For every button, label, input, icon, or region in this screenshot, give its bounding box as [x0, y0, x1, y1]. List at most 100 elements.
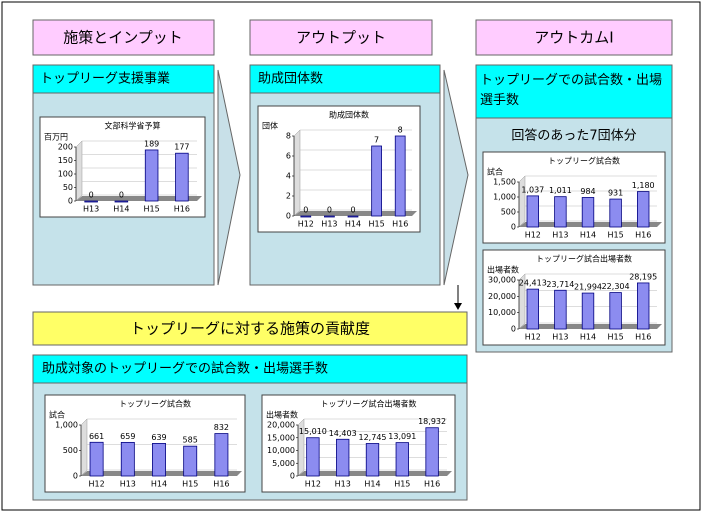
value-label: 15,010	[299, 427, 327, 436]
y-tick-label: 0	[290, 472, 295, 481]
panel-header	[249, 64, 441, 94]
panel-header	[32, 64, 215, 94]
x-tick-label: H14	[580, 333, 596, 342]
bar	[637, 191, 650, 228]
panel-title: 助成対象のトップリーグでの試合数・出場選手数	[42, 361, 328, 377]
x-tick-label: H14	[113, 205, 129, 214]
column-box	[475, 19, 673, 56]
bar	[214, 433, 229, 477]
bar	[554, 196, 567, 228]
contribution-title: トップリーグに対する施策の貢献度	[130, 320, 370, 338]
panel-title: 助成団体数	[258, 72, 323, 87]
y-tick-label: 0	[511, 325, 516, 334]
x-tick-label: H15	[182, 480, 198, 489]
chart-title: トップリーグ試合数	[119, 399, 191, 409]
plot-floor	[294, 211, 417, 216]
bar	[144, 149, 159, 202]
y-tick-label: 50	[63, 183, 73, 192]
subheader: 回答のあった7団体分	[511, 128, 636, 144]
bar	[365, 443, 380, 477]
chart-box	[482, 249, 666, 346]
bar	[394, 135, 406, 217]
value-label: 0	[119, 191, 124, 200]
bar	[120, 441, 135, 477]
value-label: 13,091	[388, 432, 416, 441]
bar	[175, 152, 189, 202]
value-label: 23,714	[546, 280, 574, 289]
value-label: 18,932	[418, 417, 446, 426]
x-tick-label: H15	[394, 480, 410, 489]
panel-header	[475, 64, 673, 119]
value-label: 984	[580, 187, 595, 196]
chart-title: トップリーグ試合数	[548, 156, 620, 166]
x-tick-label: H16	[424, 480, 440, 489]
bar	[581, 292, 595, 330]
x-tick-label: H13	[552, 333, 568, 342]
bar	[306, 437, 320, 477]
y-tick-label: 1,000	[55, 421, 78, 430]
panel-header	[32, 354, 468, 384]
value-label: 28,195	[629, 272, 657, 281]
value-label: 1,180	[632, 181, 655, 190]
x-tick-label: H13	[321, 220, 337, 229]
value-label: 21,994	[574, 283, 602, 292]
y-tick-label: 4	[286, 172, 291, 181]
y-tick-label: 6	[286, 152, 291, 161]
plot-wall	[293, 129, 301, 217]
bar	[347, 215, 359, 218]
chart-title: トップリーグ試合出場者数	[321, 399, 417, 409]
x-tick-label: H12	[305, 480, 321, 489]
y-tick-label: 0	[511, 223, 516, 232]
value-label: 7	[374, 136, 379, 145]
column-title: アウトカムⅠ	[534, 29, 613, 47]
value-label: 639	[151, 433, 166, 442]
arrow	[443, 69, 469, 286]
panel-title: トップリーグでの試合数・出場選手数	[480, 73, 663, 108]
x-tick-label: H13	[552, 231, 568, 240]
panel-title: トップリーグ支援事業	[40, 71, 170, 87]
bar	[324, 215, 335, 218]
value-label: 0	[89, 191, 94, 200]
y-tick-label: 0	[73, 472, 78, 481]
x-tick-label: H15	[607, 231, 623, 240]
bar	[637, 282, 650, 330]
y-tick-label: 200	[58, 143, 73, 152]
bar	[581, 197, 595, 228]
x-tick-label: H13	[83, 205, 99, 214]
column-box	[249, 19, 433, 56]
bar	[526, 288, 539, 330]
y-unit: 百万円	[44, 133, 68, 142]
value-label: 661	[89, 432, 104, 441]
bar	[300, 215, 312, 218]
column-title: 施策とインプット	[63, 29, 183, 47]
column-title: アウトプット	[296, 29, 386, 47]
bar	[336, 438, 350, 477]
down-arrow-head	[454, 303, 462, 310]
value-label: 189	[144, 139, 159, 148]
value-label: 931	[608, 189, 623, 198]
y-tick-label: 20,000	[267, 421, 295, 430]
chart-title: 文部科学省予算	[105, 121, 161, 131]
bar	[89, 441, 104, 477]
x-tick-label: H15	[607, 333, 623, 342]
x-tick-label: H16	[635, 333, 651, 342]
value-label: 0	[327, 206, 332, 215]
x-tick-label: H12	[525, 231, 541, 240]
chart-title: 助成団体数	[329, 110, 369, 120]
y-tick-label: 0	[68, 197, 73, 206]
y-tick-label: 1,500	[493, 178, 516, 187]
value-label: 22,304	[602, 282, 630, 291]
x-tick-label: H12	[298, 220, 314, 229]
bar	[114, 200, 129, 203]
y-tick-label: 15,000	[267, 433, 295, 442]
x-tick-label: H14	[151, 480, 167, 489]
y-tick-label: 10,000	[488, 308, 516, 317]
value-label: 12,745	[359, 433, 387, 442]
y-unit: 団体	[262, 121, 278, 131]
x-tick-label: H12	[88, 480, 104, 489]
value-label: 0	[303, 206, 308, 215]
y-tick-label: 500	[501, 208, 516, 217]
x-tick-label: H16	[392, 220, 408, 229]
